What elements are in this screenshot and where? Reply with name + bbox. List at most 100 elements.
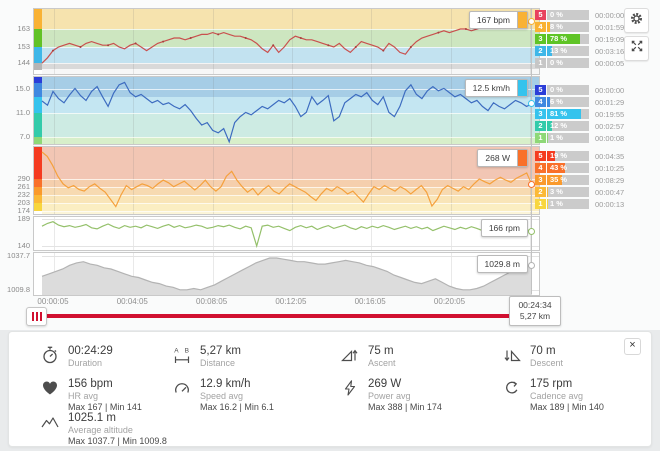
zone-percent-fill xyxy=(547,97,550,107)
zone-strip xyxy=(34,82,42,98)
zone-percent-bar: 12 % xyxy=(547,121,589,131)
gridline-vertical xyxy=(371,217,373,250)
zone-chip: 4 xyxy=(535,163,546,173)
summary-text: 1025.1 m Average altitude Max 1037.7 | Min… xyxy=(68,412,167,446)
gear-icon xyxy=(629,11,644,31)
cursor-dot-heart-rate xyxy=(528,17,535,25)
time-axis-label: 00:08:05 xyxy=(196,297,228,306)
chart-line-power xyxy=(41,151,533,208)
range-slider-bar[interactable] xyxy=(35,314,532,318)
zone-percent-label: 12 % xyxy=(550,121,568,130)
zone-row: 4 43 % 00:10:25 xyxy=(535,163,624,173)
zone-percent-label: 78 % xyxy=(550,34,568,43)
ascent-icon xyxy=(341,346,361,369)
zone-chip: 3 xyxy=(535,175,546,185)
y-axis-label: 290 xyxy=(17,173,30,183)
summary-minmax: Max 1037.7 | Min 1009.8 xyxy=(68,436,167,446)
zone-percent-label: 43 % xyxy=(550,163,568,172)
chart-heart-rate[interactable]: 163 153 144 xyxy=(17,8,540,75)
summary-text: 12.9 km/h Speed avg Max 16.2 | Min 6.1 xyxy=(200,378,274,412)
summary-value: 70 m xyxy=(530,345,556,357)
gridline-vertical xyxy=(371,9,373,74)
zone-row: 1 1 % 00:00:08 xyxy=(535,133,624,143)
gridline-horizontal xyxy=(42,210,539,212)
chart-line-speed xyxy=(41,81,533,144)
y-axis-label: 140 xyxy=(17,241,30,251)
time-axis: 00:00:05 00:04:05 00:08:05 00:12:05 00:16:05… xyxy=(0,297,660,307)
fullscreen-button[interactable] xyxy=(624,36,649,61)
zone-strip xyxy=(34,136,42,144)
zone-strip xyxy=(34,46,42,64)
cursor-dot-cadence xyxy=(528,227,535,235)
zone-percent-label: 0 % xyxy=(550,85,563,94)
zone-percent-fill xyxy=(547,34,580,44)
chart-altitude[interactable]: 1037.7 1009.8 xyxy=(7,251,540,296)
gridline-vertical xyxy=(291,9,293,74)
zone-percent-bar: 78 % xyxy=(547,34,589,44)
gridline-vertical xyxy=(371,147,373,214)
zone-time: 00:08:29 xyxy=(595,175,625,185)
zone-time: 00:01:59 xyxy=(595,22,625,32)
zone-strip xyxy=(34,63,42,71)
zone-band xyxy=(42,202,539,211)
gridline-vertical xyxy=(133,147,135,214)
range-slider-left-handle[interactable] xyxy=(26,307,47,326)
summary-text: 70 m Descent xyxy=(530,345,563,369)
summary-value: 156 bpm xyxy=(68,378,113,390)
summary-label: Ascent xyxy=(368,358,396,368)
stopwatch-icon xyxy=(41,346,61,369)
summary-text: 269 W Power avg Max 388 | Min 174 xyxy=(368,378,442,412)
zone-percent-label: 8 % xyxy=(550,22,563,31)
summary-value: 175 rpm xyxy=(530,378,573,390)
zone-percent-bar: 3 % xyxy=(547,187,589,197)
settings-button[interactable] xyxy=(624,8,649,33)
zone-percent-bar: 19 % xyxy=(547,151,589,161)
zone-band xyxy=(42,194,539,203)
zone-strip xyxy=(34,97,42,113)
zone-percent-label: 1 % xyxy=(550,133,563,142)
summary-minmax: Max 16.2 | Min 6.1 xyxy=(200,402,274,412)
chart-value-label: 167 bpm xyxy=(476,15,510,25)
zone-row: 4 6 % 00:01:29 xyxy=(535,97,624,107)
close-button[interactable]: × xyxy=(624,338,641,355)
zone-chip: 4 xyxy=(535,97,546,107)
zone-band xyxy=(42,63,539,69)
gridline-horizontal xyxy=(42,178,539,180)
gridline-vertical xyxy=(133,77,135,144)
y-axis-label: 261 xyxy=(17,181,30,191)
zone-row: 5 0 % 00:00:00 xyxy=(535,85,624,95)
cadence-icon xyxy=(503,379,523,412)
zone-row: 1 1 % 00:00:13 xyxy=(535,199,624,209)
summary-value: 269 W xyxy=(368,378,402,390)
y-axis-label: 15.0 xyxy=(15,83,30,93)
zone-percent-fill xyxy=(547,175,562,185)
zone-time: 00:19:55 xyxy=(595,109,625,119)
cursor-tooltip-distance: 5,27 km xyxy=(519,311,551,321)
summary-item-power-avg: 269 W Power avg Max 388 | Min 174 xyxy=(341,378,442,412)
summary-text: 156 bpm HR avg Max 167 | Min 141 xyxy=(68,378,142,412)
zone-time: 00:04:35 xyxy=(595,151,625,161)
zone-time: 00:00:13 xyxy=(595,199,625,209)
zone-strip xyxy=(34,194,42,203)
summary-label: Power avg xyxy=(368,391,411,401)
chart-value-tooltip-heart-rate: 167 bpm xyxy=(468,11,528,29)
summary-minmax: Max 388 | Min 174 xyxy=(368,402,442,412)
cursor-dot-power xyxy=(528,181,535,189)
y-axis-label: 163 xyxy=(17,23,30,33)
chart-power[interactable]: 290 261 232 203 174 xyxy=(17,146,540,215)
chart-cursor-line[interactable] xyxy=(531,8,532,294)
summary-text: 175 rpm Cadence avg Max 189 | Min 140 xyxy=(530,378,604,412)
zone-time: 00:00:00 xyxy=(595,85,625,95)
zone-chip: 3 xyxy=(535,34,546,44)
y-axis-label: 1037.7 xyxy=(7,250,30,260)
chart-cadence[interactable]: 189 140 xyxy=(17,215,540,251)
gridline-horizontal xyxy=(42,202,539,204)
gridline-vertical xyxy=(54,147,55,214)
zone-chip: 2 xyxy=(535,46,546,56)
summary-item-hr-avg: 156 bpm HR avg Max 167 | Min 141 xyxy=(41,378,142,412)
chart-speed[interactable]: 15.0 11.0 7.0 xyxy=(15,76,540,145)
zone-chip: 3 xyxy=(535,109,546,119)
zone-percent-fill xyxy=(547,46,553,56)
zone-strip xyxy=(34,28,42,47)
